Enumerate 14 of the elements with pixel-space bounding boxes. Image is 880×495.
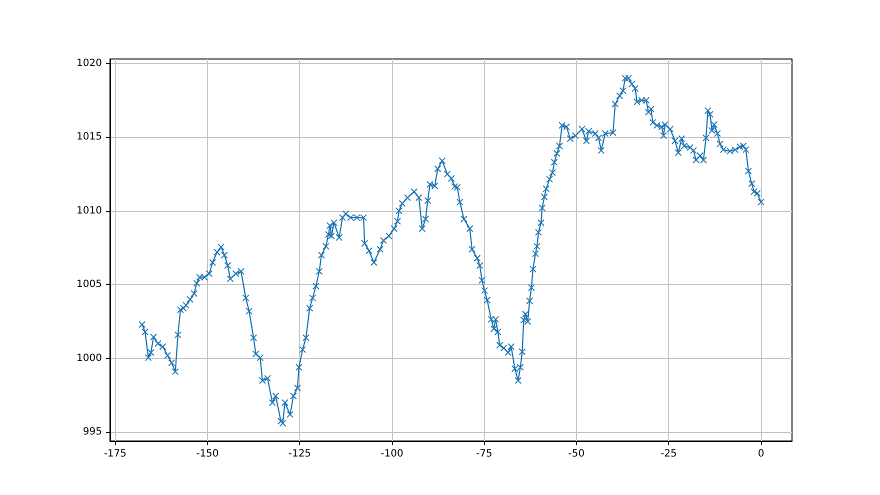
y-tick-label: 1005	[76, 279, 102, 290]
y-tick-label: 1000	[76, 352, 102, 364]
x-tick-label: -25	[660, 448, 677, 460]
y-tick-label: 995	[82, 426, 102, 438]
y-tick-label: 1015	[76, 132, 102, 143]
x-tick-label: -125	[288, 448, 312, 460]
x-tick-label: -75	[476, 448, 492, 460]
x-tick-label: 0	[758, 448, 764, 460]
x-tick-label: -50	[568, 448, 585, 460]
x-tick-label: -150	[196, 448, 219, 460]
y-tick-label: 1020	[76, 58, 102, 69]
y-tick-label: 1010	[76, 205, 102, 216]
x-tick-label: -175	[104, 448, 127, 460]
x-tick-label: -100	[380, 448, 404, 460]
